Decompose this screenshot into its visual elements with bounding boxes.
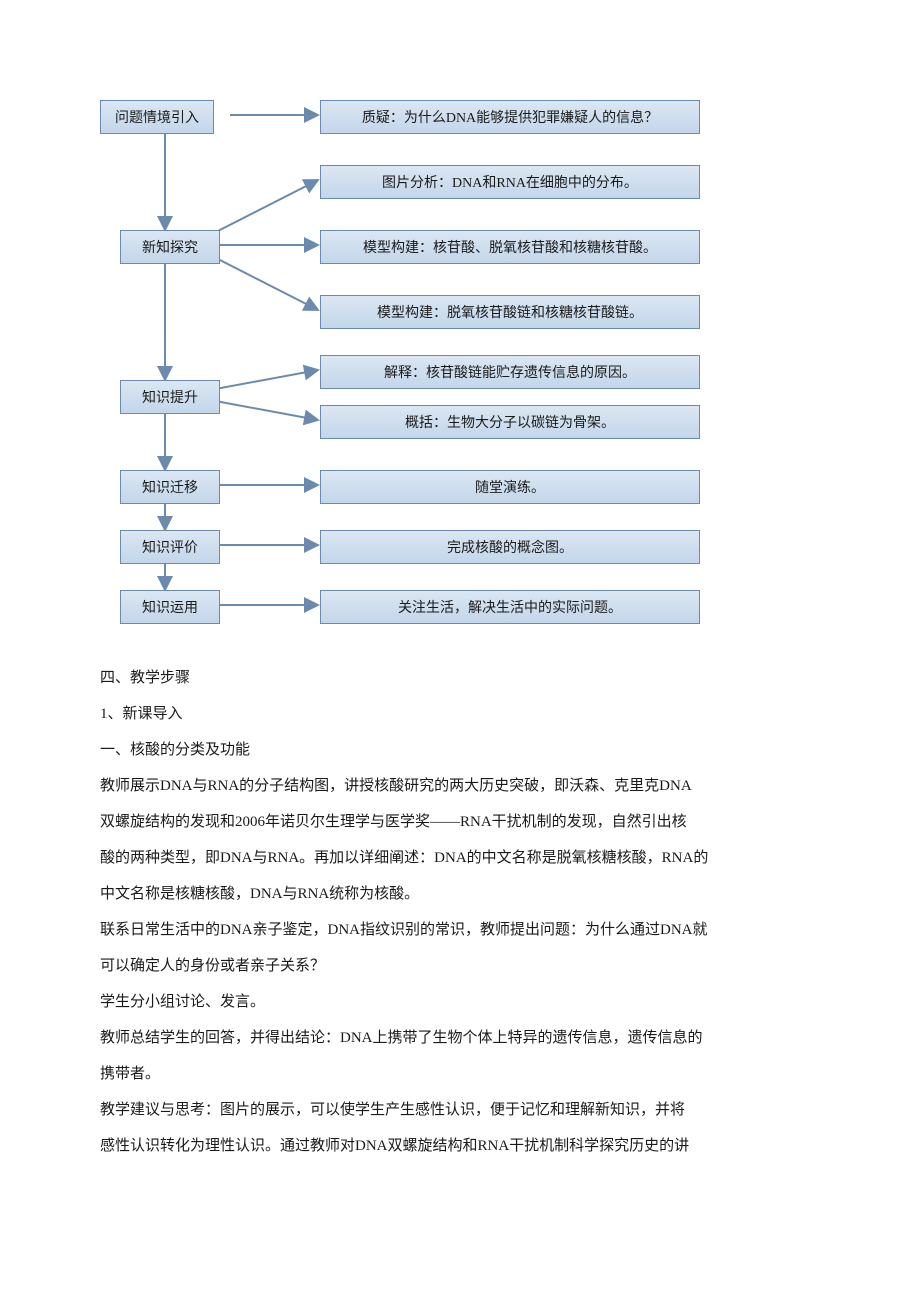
node-explore-detail-0-label: 图片分析：DNA和RNA在细胞中的分布。 bbox=[382, 176, 638, 191]
node-apply-detail-0-label: 关注生活，解决生活中的实际问题。 bbox=[398, 601, 622, 616]
step-1: 1、新课导入 bbox=[100, 696, 860, 732]
node-evaluate-detail-0: 完成核酸的概念图。 bbox=[320, 530, 700, 564]
node-promote-detail-1-label: 概括：生物大分子以碳链为骨架。 bbox=[405, 416, 615, 431]
para-8: 携带者。 bbox=[100, 1056, 860, 1092]
node-intro-detail-0: 质疑：为什么DNA能够提供犯罪嫌疑人的信息？ bbox=[320, 100, 700, 134]
node-explore: 新知探究 bbox=[120, 230, 220, 264]
node-evaluate: 知识评价 bbox=[120, 530, 220, 564]
node-apply-detail-0: 关注生活，解决生活中的实际问题。 bbox=[320, 590, 700, 624]
node-explore-detail-1: 模型构建：核苷酸、脱氧核苷酸和核糖核苷酸。 bbox=[320, 230, 700, 264]
para-0: 教师展示DNA与RNA的分子结构图，讲授核酸研究的两大历史突破，即沃森、克里克D… bbox=[100, 768, 860, 804]
node-promote: 知识提升 bbox=[120, 380, 220, 414]
section-1: 一、核酸的分类及功能 bbox=[100, 732, 860, 768]
para-5: 可以确定人的身份或者亲子关系？ bbox=[100, 948, 860, 984]
node-explore-detail-0: 图片分析：DNA和RNA在细胞中的分布。 bbox=[320, 165, 700, 199]
node-promote-detail-1: 概括：生物大分子以碳链为骨架。 bbox=[320, 405, 700, 439]
node-explore-detail-2-label: 模型构建：脱氧核苷酸链和核糖核苷酸链。 bbox=[377, 306, 643, 321]
para-1: 双螺旋结构的发现和2006年诺贝尔生理学与医学奖——RNA干扰机制的发现，自然引… bbox=[100, 804, 860, 840]
node-transfer: 知识迁移 bbox=[120, 470, 220, 504]
node-promote-detail-0-label: 解释：核苷酸链能贮存遗传信息的原因。 bbox=[384, 366, 636, 381]
node-transfer-detail-0-label: 随堂演练。 bbox=[475, 481, 545, 496]
para-6: 学生分小组讨论、发言。 bbox=[100, 984, 860, 1020]
node-transfer-label: 知识迁移 bbox=[142, 481, 198, 496]
para-2: 酸的两种类型，即DNA与RNA。再加以详细阐述：DNA的中文名称是脱氧核糖核酸，… bbox=[100, 840, 860, 876]
node-promote-label: 知识提升 bbox=[142, 391, 198, 406]
node-evaluate-detail-0-label: 完成核酸的概念图。 bbox=[447, 541, 573, 556]
node-explore-detail-2: 模型构建：脱氧核苷酸链和核糖核苷酸链。 bbox=[320, 295, 700, 329]
heading-4: 四、教学步骤 bbox=[100, 660, 860, 696]
para-9: 教学建议与思考：图片的展示，可以使学生产生感性认识，便于记忆和理解新知识，并将 bbox=[100, 1092, 860, 1128]
document-text: 四、教学步骤 1、新课导入 一、核酸的分类及功能 教师展示DNA与RNA的分子结… bbox=[100, 660, 860, 1164]
node-intro-detail-0-label: 质疑：为什么DNA能够提供犯罪嫌疑人的信息？ bbox=[362, 111, 658, 126]
node-intro-label: 问题情境引入 bbox=[115, 111, 199, 126]
para-4: 联系日常生活中的DNA亲子鉴定，DNA指纹识别的常识，教师提出问题：为什么通过D… bbox=[100, 912, 860, 948]
para-7: 教师总结学生的回答，并得出结论：DNA上携带了生物个体上特异的遗传信息，遗传信息… bbox=[100, 1020, 860, 1056]
node-transfer-detail-0: 随堂演练。 bbox=[320, 470, 700, 504]
para-3: 中文名称是核糖核酸，DNA与RNA统称为核酸。 bbox=[100, 876, 860, 912]
flowchart-diagram: 问题情境引入 质疑：为什么DNA能够提供犯罪嫌疑人的信息？ 图片分析：DNA和R… bbox=[100, 100, 860, 620]
para-10: 感性认识转化为理性认识。通过教师对DNA双螺旋结构和RNA干扰机制科学探究历史的… bbox=[100, 1128, 860, 1164]
node-apply-label: 知识运用 bbox=[142, 601, 198, 616]
node-promote-detail-0: 解释：核苷酸链能贮存遗传信息的原因。 bbox=[320, 355, 700, 389]
node-evaluate-label: 知识评价 bbox=[142, 541, 198, 556]
node-apply: 知识运用 bbox=[120, 590, 220, 624]
node-intro: 问题情境引入 bbox=[100, 100, 214, 134]
node-explore-detail-1-label: 模型构建：核苷酸、脱氧核苷酸和核糖核苷酸。 bbox=[363, 241, 657, 256]
node-explore-label: 新知探究 bbox=[142, 241, 198, 256]
